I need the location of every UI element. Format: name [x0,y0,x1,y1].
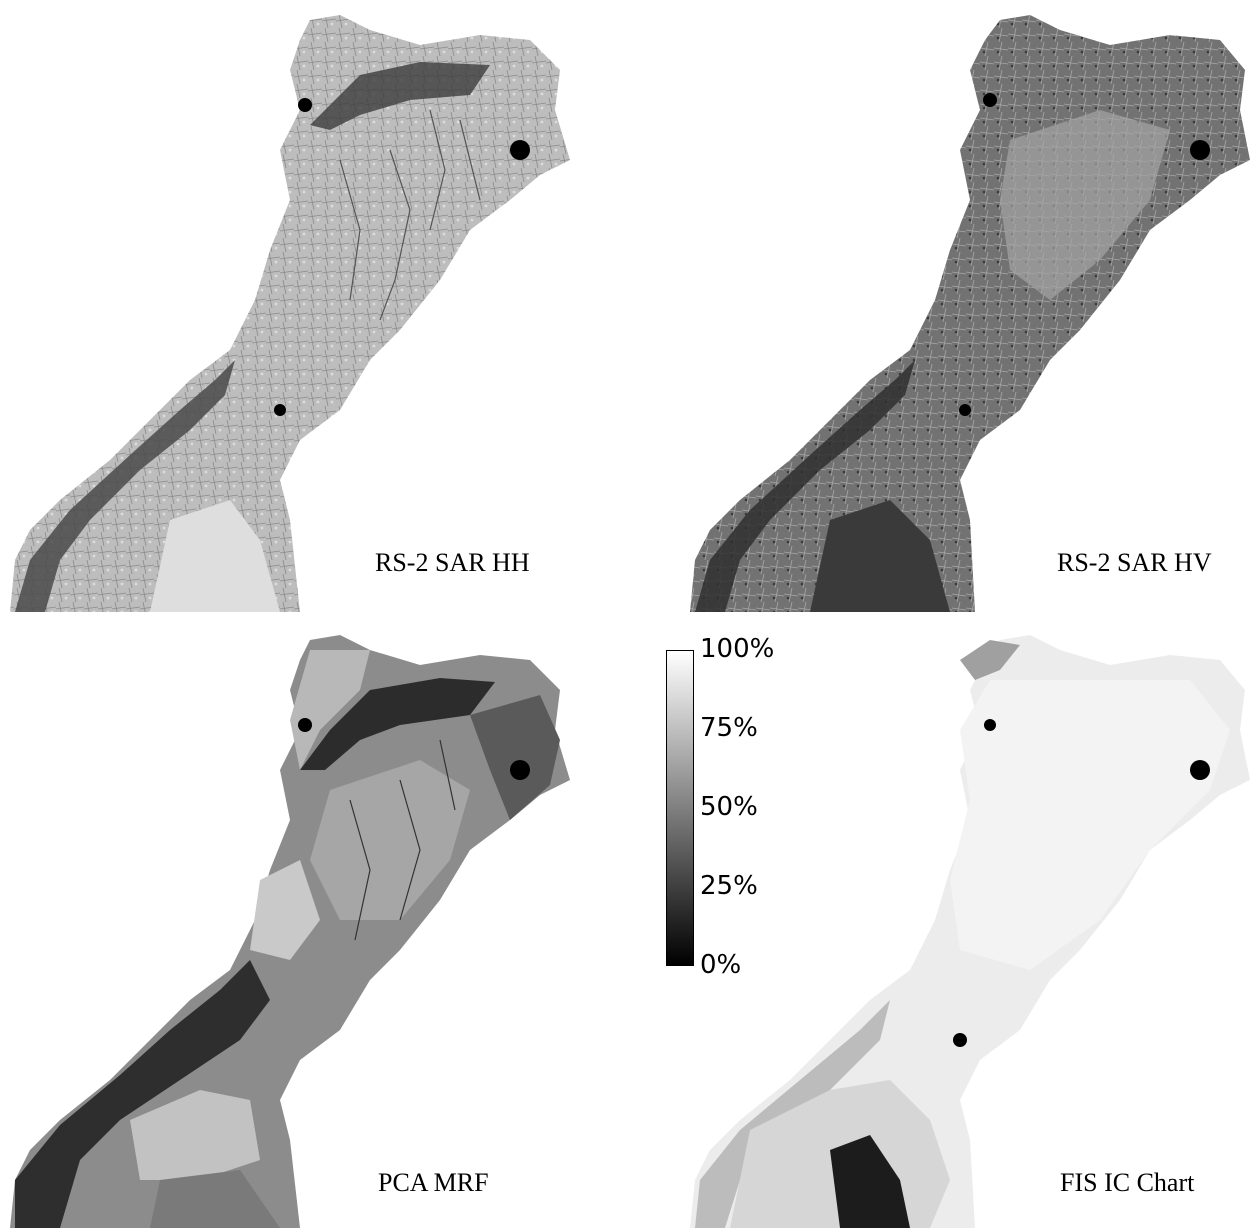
black-island [1190,760,1210,780]
southern-dark-area [810,500,950,612]
sea-ice-map-fis-ic [690,635,1250,1228]
panel-caption: FIS IC Chart [1060,1168,1195,1197]
segment [470,695,560,820]
black-island [298,718,312,732]
segment [150,1170,280,1228]
black-island [510,760,530,780]
coastal-grey-segments [960,640,1020,680]
colorbar-gradient [666,650,694,966]
sea-ice-map-pca-mrf [10,635,570,1228]
sea-ice-map-hv [690,15,1250,612]
dark-coastal-band [695,360,915,612]
dark-coastal-band [15,960,270,1228]
colorbar-label: 100% [700,634,775,664]
lead-lines [339,109,481,321]
sea-ice-map-hh [10,15,570,612]
segment [250,860,320,960]
colorbar-label: 75% [700,713,758,743]
map-panel-sar-hh: RS-2 SAR HH [0,0,620,615]
lead-lines [349,739,456,941]
lighter-concentration-zone [950,680,1230,970]
panel-caption: RS-2 SAR HV [1057,548,1212,577]
colorbar-label: 0% [700,950,742,980]
panel-caption: PCA MRF [378,1168,489,1197]
black-island [953,1033,967,1047]
segment [300,678,495,770]
black-island [298,98,312,112]
segment [290,650,370,770]
open-water-zone [830,1135,910,1228]
basin-outline [10,15,570,612]
segment [130,1090,260,1180]
map-panel-fis-ic-chart: FIS IC Chart [630,620,1253,1230]
black-island [1190,140,1210,160]
black-island [274,404,286,416]
concentration-colorbar: 100% 75% 50% 25% 0% [666,634,806,980]
central-bright-area [1000,110,1170,300]
black-island [510,140,530,160]
panel-caption: RS-2 SAR HH [375,548,530,577]
colorbar-label: 25% [700,871,758,901]
southern-light-area [150,500,280,612]
basin-outline [690,15,1250,612]
map-panel-sar-hv: RS-2 SAR HV [630,0,1253,615]
map-panel-pca-mrf: PCA MRF [0,620,620,1230]
black-island [959,404,971,416]
black-island [984,719,996,731]
black-island [983,93,997,107]
colorbar-label: 50% [700,792,758,822]
dark-coastal-band [15,360,235,612]
northern-dark-band [310,62,490,130]
